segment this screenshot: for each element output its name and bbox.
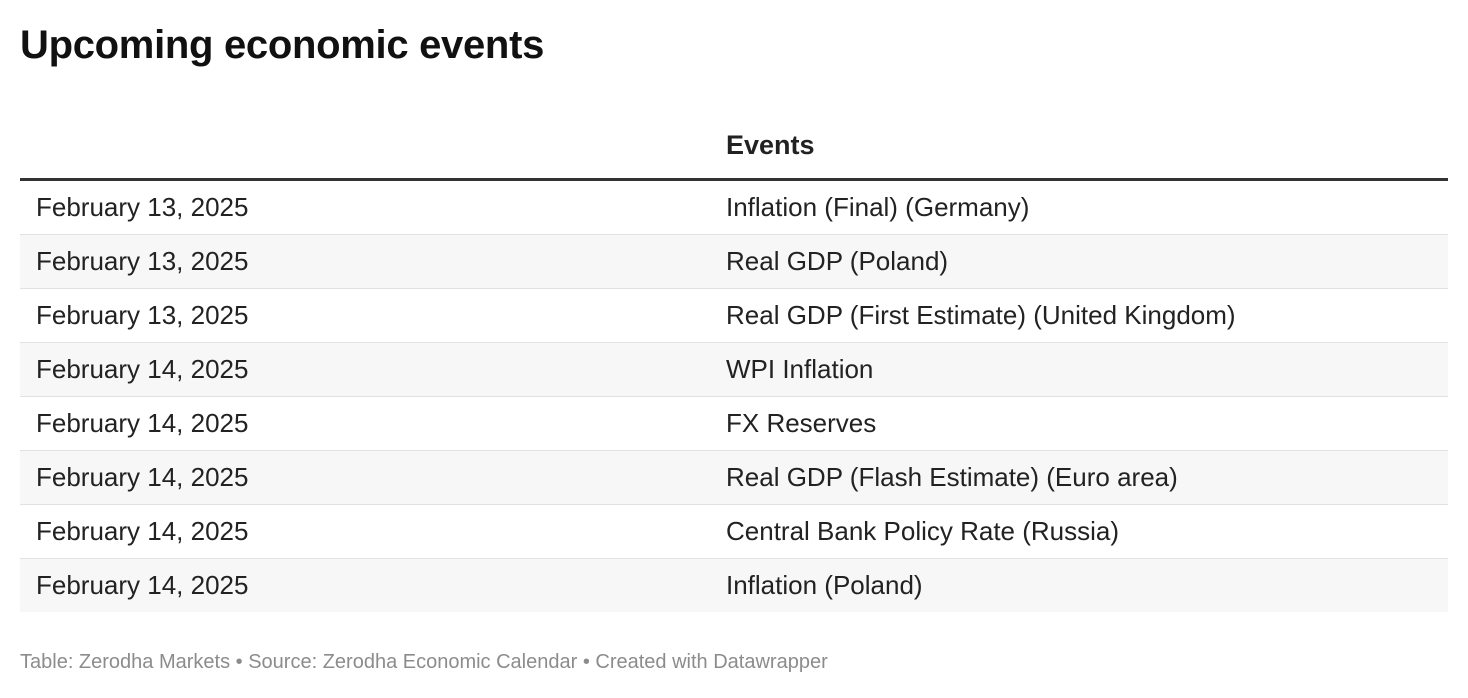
row-event-cell: FX Reserves — [710, 396, 1448, 451]
row-date-cell: February 13, 2025 — [20, 288, 710, 343]
row-date-cell: February 14, 2025 — [20, 342, 710, 397]
table-row: February 13, 2025 Inflation (Final) (Germ… — [20, 179, 1448, 235]
row-date-cell: February 13, 2025 — [20, 234, 710, 289]
table-row: February 14, 2025 Central Bank Policy Rat… — [20, 504, 1448, 559]
events-table: Events February 13, 2025 Inflation (Final… — [20, 112, 1448, 612]
row-event-cell: Inflation (Final) (Germany) — [710, 179, 1448, 235]
row-event-cell: Inflation (Poland) — [710, 558, 1448, 612]
table-row: February 14, 2025 Inflation (Poland) — [20, 558, 1448, 612]
table-header: Events — [20, 112, 1448, 181]
table-row: February 13, 2025 Real GDP (First Estimat… — [20, 288, 1448, 343]
table-body: February 13, 2025 Inflation (Final) (Germ… — [20, 179, 1448, 612]
table-row: February 14, 2025 FX Reserves — [20, 396, 1448, 451]
row-event-cell: Real GDP (Poland) — [710, 234, 1448, 289]
table-row: February 13, 2025 Real GDP (Poland) — [20, 234, 1448, 289]
header-row: Events — [20, 112, 1448, 181]
row-event-cell: Real GDP (First Estimate) (United Kingdo… — [710, 288, 1448, 343]
row-date-cell: February 14, 2025 — [20, 396, 710, 451]
column-header-events: Events — [710, 112, 1448, 181]
row-date-cell: February 14, 2025 — [20, 504, 710, 559]
column-header-date — [20, 112, 710, 181]
table-row: February 14, 2025 Real GDP (Flash Estimat… — [20, 450, 1448, 505]
table-footer-credits: Table: Zerodha Markets • Source: Zerodha… — [20, 651, 828, 673]
table-row: February 14, 2025 WPI Inflation — [20, 342, 1448, 397]
row-date-cell: February 13, 2025 — [20, 179, 710, 235]
row-event-cell: WPI Inflation — [710, 342, 1448, 397]
table-title: Upcoming economic events — [20, 23, 545, 67]
datawrapper-table-page: Upcoming economic events Events February… — [20, 0, 1448, 673]
row-date-cell: February 14, 2025 — [20, 450, 710, 505]
row-event-cell: Real GDP (Flash Estimate) (Euro area) — [710, 450, 1448, 505]
row-date-cell: February 14, 2025 — [20, 558, 710, 612]
row-event-cell: Central Bank Policy Rate (Russia) — [710, 504, 1448, 559]
